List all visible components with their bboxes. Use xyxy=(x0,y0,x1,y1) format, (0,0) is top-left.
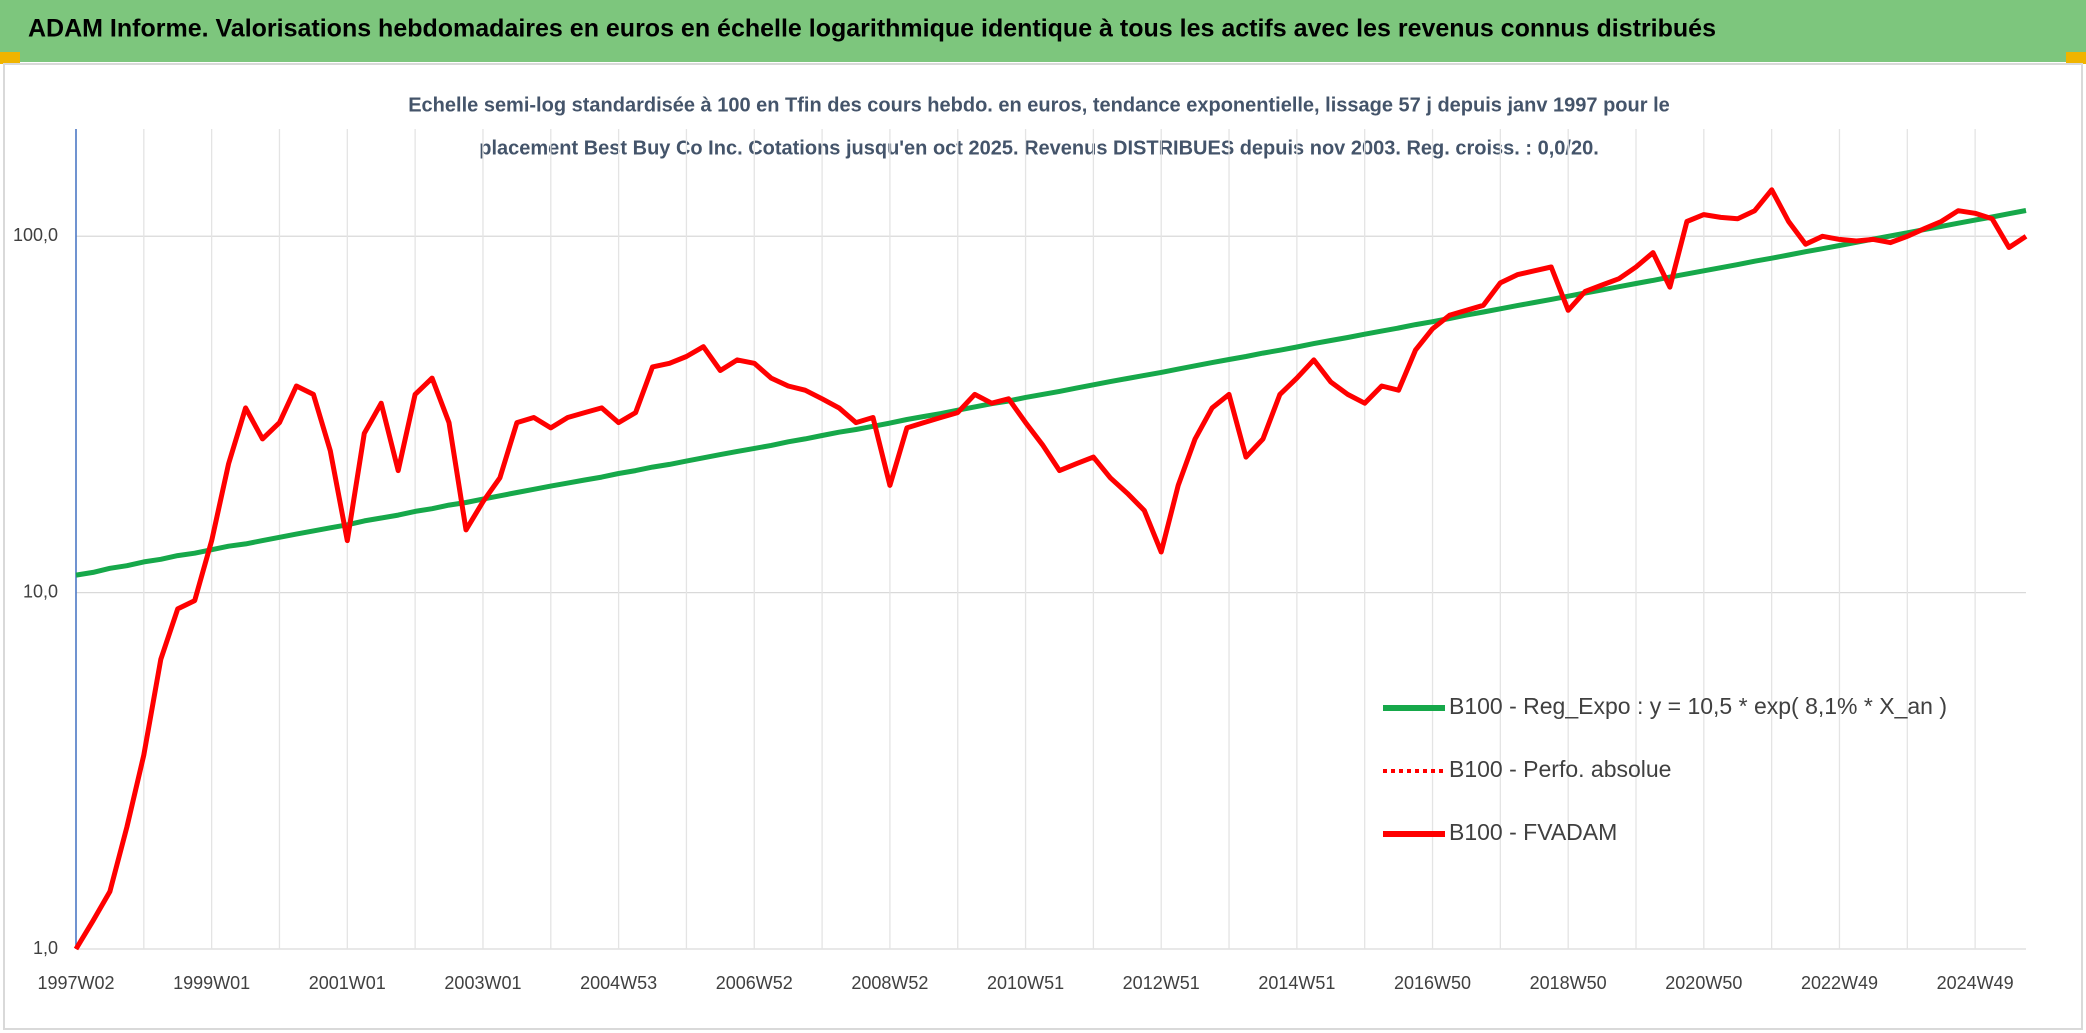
legend-label: B100 - Reg_Expo : y = 10,5 * exp( 8,1% *… xyxy=(1449,693,1947,719)
x-tick-label: 2020W50 xyxy=(1665,973,1742,993)
x-tick-label: 2010W51 xyxy=(987,973,1064,993)
y-tick-label: 100,0 xyxy=(13,225,58,245)
x-tick-label: 2016W50 xyxy=(1394,973,1471,993)
corner-mark xyxy=(2066,52,2086,64)
x-tick-label: 2003W01 xyxy=(444,973,521,993)
chart-subtitle: Echelle semi-log standardisée à 100 en T… xyxy=(408,94,1670,116)
y-tick-label: 10,0 xyxy=(23,581,58,601)
x-tick-label: 1999W01 xyxy=(173,973,250,993)
chart-frame xyxy=(3,63,2083,1030)
chart-title: ADAM Informe. Valorisations hebdomadaire… xyxy=(28,15,1716,43)
x-tick-label: 1997W02 xyxy=(37,973,114,993)
x-tick-label: 2012W51 xyxy=(1123,973,1200,993)
chart-subtitle: placement Best Buy Co Inc. Cotations jus… xyxy=(479,137,1599,159)
x-tick-label: 2018W50 xyxy=(1530,973,1607,993)
x-tick-label: 2022W49 xyxy=(1801,973,1878,993)
x-tick-label: 2008W52 xyxy=(851,973,928,993)
legend-label: B100 - Perfo. absolue xyxy=(1449,756,1671,782)
x-tick-label: 2001W01 xyxy=(309,973,386,993)
x-tick-label: 2004W53 xyxy=(580,973,657,993)
corner-mark xyxy=(0,52,20,64)
x-tick-label: 2014W51 xyxy=(1258,973,1335,993)
header-bar xyxy=(0,0,2086,62)
x-tick-label: 2024W49 xyxy=(1937,973,2014,993)
legend-label: B100 - FVADAM xyxy=(1449,819,1617,845)
y-tick-label: 1,0 xyxy=(33,938,58,958)
data-line xyxy=(73,187,2028,951)
data-line xyxy=(75,208,2027,578)
x-tick-label: 2006W52 xyxy=(716,973,793,993)
